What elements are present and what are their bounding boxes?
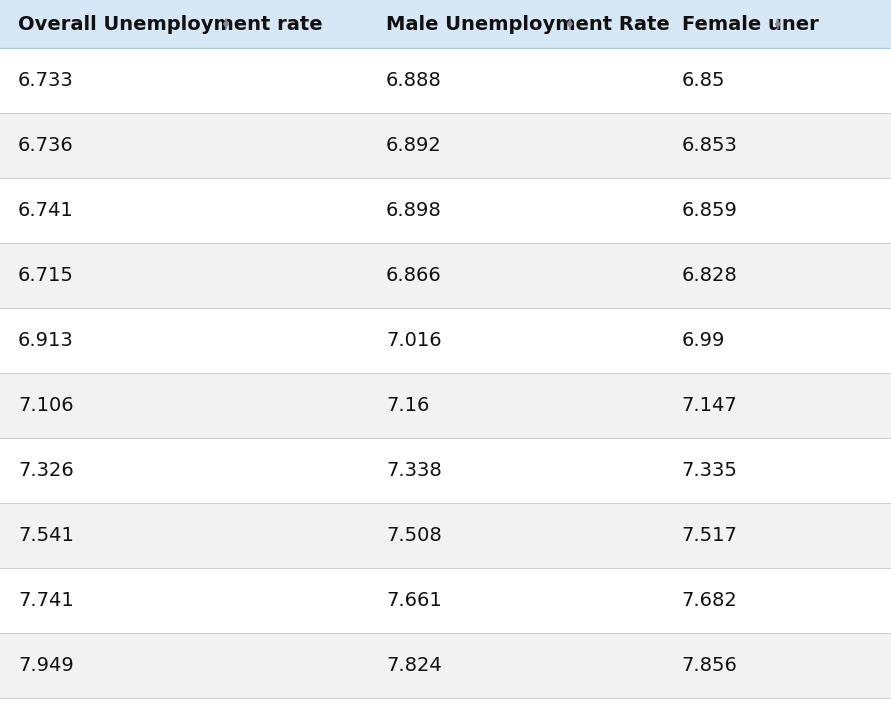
Text: 7.949: 7.949 — [18, 656, 74, 675]
Text: Overall Unemployment rate: Overall Unemployment rate — [18, 15, 323, 33]
Text: 6.736: 6.736 — [18, 136, 74, 155]
Text: 6.741: 6.741 — [18, 201, 74, 220]
Text: Female uner: Female uner — [682, 15, 819, 33]
Text: 6.99: 6.99 — [682, 331, 725, 350]
Text: 6.913: 6.913 — [18, 331, 74, 350]
Text: 7.16: 7.16 — [386, 396, 429, 415]
Bar — [0, 633, 891, 698]
Bar — [0, 503, 891, 568]
Bar — [0, 568, 891, 633]
Text: 7.661: 7.661 — [386, 591, 442, 610]
Text: 7.016: 7.016 — [386, 331, 442, 350]
Text: 6.898: 6.898 — [386, 201, 442, 220]
Bar — [0, 373, 891, 438]
Text: 7.326: 7.326 — [18, 461, 74, 480]
Bar — [0, 438, 891, 503]
Text: 7.856: 7.856 — [682, 656, 738, 675]
Text: 6.866: 6.866 — [386, 266, 442, 285]
Text: 6.853: 6.853 — [682, 136, 738, 155]
Text: 7.541: 7.541 — [18, 526, 74, 545]
Text: 6.888: 6.888 — [386, 71, 442, 90]
Text: 6.715: 6.715 — [18, 266, 74, 285]
Text: 6.85: 6.85 — [682, 71, 725, 90]
Text: 7.517: 7.517 — [682, 526, 738, 545]
Bar — [0, 0, 891, 48]
Bar — [0, 178, 891, 243]
Text: 7.682: 7.682 — [682, 591, 738, 610]
Text: 6.733: 6.733 — [18, 71, 74, 90]
Text: 7.335: 7.335 — [682, 461, 738, 480]
Text: 6.892: 6.892 — [386, 136, 442, 155]
Text: 7.741: 7.741 — [18, 591, 74, 610]
Text: 7.147: 7.147 — [682, 396, 738, 415]
Text: 7.508: 7.508 — [386, 526, 442, 545]
Text: 7.824: 7.824 — [386, 656, 442, 675]
Bar — [0, 308, 891, 373]
Bar — [0, 113, 891, 178]
Text: 7.106: 7.106 — [18, 396, 74, 415]
Text: 6.859: 6.859 — [682, 201, 738, 220]
Text: 6.828: 6.828 — [682, 266, 738, 285]
Text: Male Unemployment Rate: Male Unemployment Rate — [386, 15, 670, 33]
Text: 7.338: 7.338 — [386, 461, 442, 480]
Bar — [0, 48, 891, 113]
Bar — [0, 243, 891, 308]
